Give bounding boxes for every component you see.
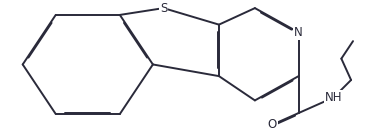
Text: O: O: [268, 118, 277, 131]
Text: S: S: [160, 2, 167, 15]
Text: N: N: [294, 26, 303, 39]
Text: NH: NH: [325, 91, 342, 104]
